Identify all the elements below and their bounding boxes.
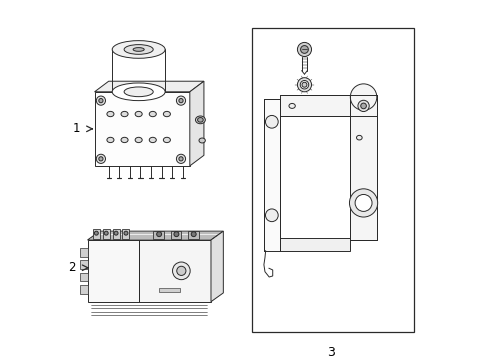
Bar [80,260,87,269]
Bar [112,229,120,239]
Bar [139,240,210,302]
Ellipse shape [149,111,156,117]
Ellipse shape [112,83,165,100]
Polygon shape [279,238,349,251]
Circle shape [104,231,108,235]
Circle shape [297,42,311,57]
Polygon shape [87,231,223,240]
Circle shape [179,157,183,161]
Bar [170,231,181,239]
Circle shape [354,194,371,211]
Circle shape [191,232,196,237]
Polygon shape [279,95,376,117]
Text: 3: 3 [326,346,334,359]
Bar [94,92,189,166]
Ellipse shape [199,138,205,143]
Circle shape [179,99,183,103]
Ellipse shape [197,118,203,122]
Circle shape [300,81,308,89]
Polygon shape [349,95,376,240]
Circle shape [114,231,118,235]
Bar [87,240,139,302]
Ellipse shape [135,137,142,143]
Bar [80,273,87,281]
Ellipse shape [288,103,295,108]
Circle shape [99,99,103,103]
Ellipse shape [107,111,114,117]
Circle shape [297,78,311,92]
Circle shape [360,103,366,109]
Ellipse shape [163,111,170,117]
Circle shape [99,157,103,161]
Bar [122,229,129,239]
Ellipse shape [163,137,170,143]
Bar [159,288,180,292]
Circle shape [176,96,185,105]
Circle shape [265,209,278,222]
Circle shape [96,154,105,163]
Circle shape [96,96,105,105]
Circle shape [156,232,161,237]
Text: 2: 2 [68,261,76,274]
Ellipse shape [124,45,153,54]
Circle shape [176,154,185,163]
Polygon shape [264,99,279,251]
Ellipse shape [135,111,142,117]
Ellipse shape [124,87,153,96]
Ellipse shape [195,116,205,124]
Bar [93,229,100,239]
Bar [80,248,87,257]
Polygon shape [94,81,203,92]
Text: 1: 1 [73,122,81,135]
Circle shape [302,82,306,87]
Bar [80,285,87,294]
Ellipse shape [112,41,165,58]
Polygon shape [189,81,203,166]
Ellipse shape [121,111,128,117]
Circle shape [124,231,128,235]
Ellipse shape [149,137,156,143]
Circle shape [94,231,98,235]
Circle shape [300,46,308,53]
Bar [153,231,164,239]
Circle shape [172,262,190,280]
Circle shape [349,189,377,217]
Circle shape [265,116,278,128]
Ellipse shape [356,135,362,140]
Circle shape [174,232,179,237]
Bar [188,231,198,239]
Circle shape [349,84,376,110]
Ellipse shape [121,137,128,143]
Ellipse shape [107,137,114,143]
Polygon shape [210,231,223,302]
Bar [251,28,413,332]
Ellipse shape [133,48,144,51]
Circle shape [176,266,185,275]
Circle shape [357,100,368,112]
Bar [102,229,109,239]
